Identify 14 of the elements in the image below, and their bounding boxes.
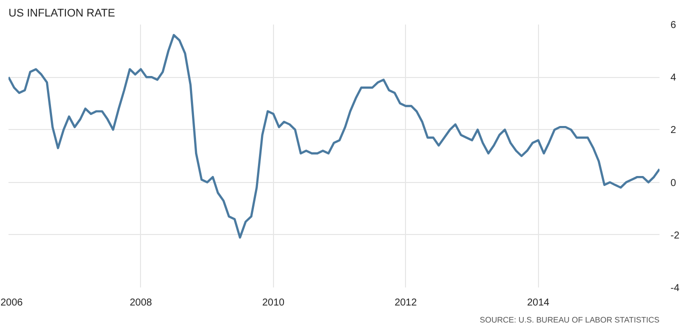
x-tick-label: 2010 [262,298,285,308]
y-tick-label: 6 [670,20,676,31]
source-note: SOURCE: U.S. BUREAU OF LABOR STATISTICS [480,316,660,324]
x-tick-label: 2014 [527,298,550,308]
y-tick-label: 4 [670,72,676,84]
y-tick-label: 2 [670,125,676,136]
y-tick-label: -4 [670,283,680,294]
y-tick-label: -2 [670,230,680,242]
x-tick-label: 2012 [394,298,418,308]
x-tick-label: 2006 [0,298,24,308]
chart-title: US INFLATION RATE [8,8,116,20]
x-tick-label: 2008 [130,298,152,308]
line-series [8,34,660,239]
y-tick-label: 0 [670,178,676,189]
